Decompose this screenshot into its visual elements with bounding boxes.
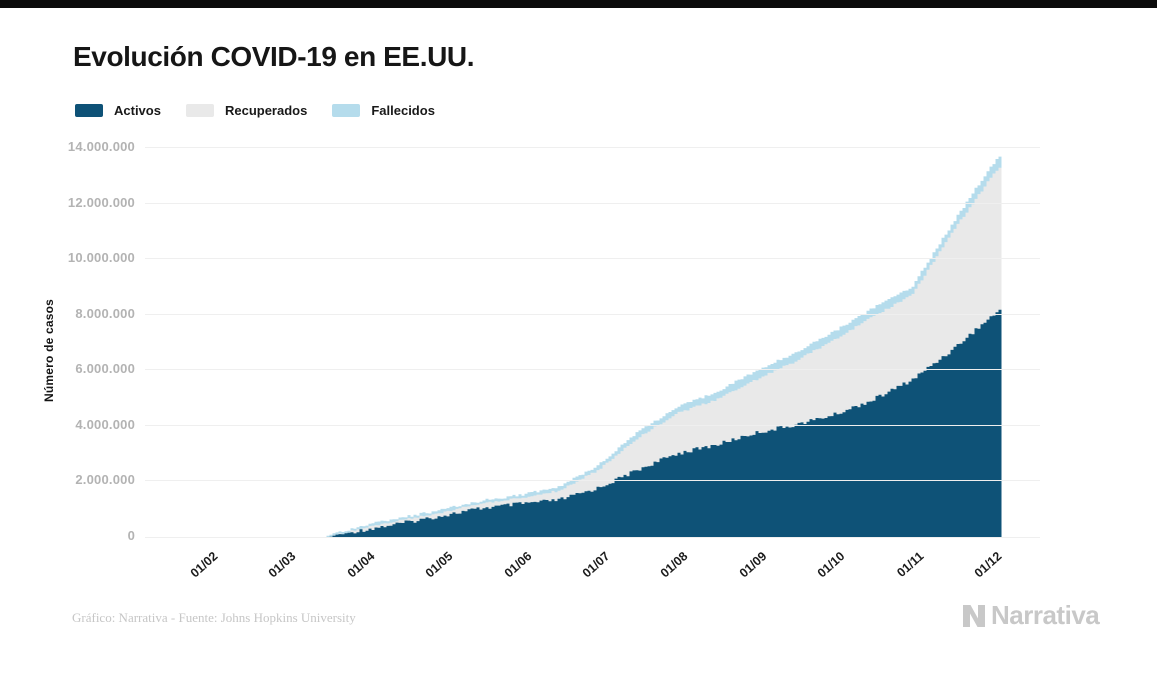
x-tick-label: 01/12 [971, 549, 1005, 581]
legend-swatch-recuperados [185, 104, 214, 117]
legend-item-activos: Activos [75, 103, 161, 118]
x-tick-label: 01/02 [187, 549, 221, 581]
y-tick-label: 4.000.000 [75, 417, 135, 432]
x-tick-label: 01/07 [579, 549, 613, 581]
x-tick-label: 01/08 [658, 549, 691, 581]
legend-label-fallecidos: Fallecidos [371, 103, 435, 118]
y-tick-label: 12.000.000 [67, 195, 135, 210]
legend-swatch-activos [75, 104, 103, 117]
y-gridline [145, 258, 1040, 259]
x-tick-label: 01/10 [814, 549, 848, 581]
chart-title: Evolución COVID-19 en EE.UU. [73, 41, 475, 72]
narrativa-logo-text: Narrativa [991, 600, 1100, 630]
y-tick-label: 14.000.000 [67, 139, 135, 154]
y-gridline [145, 147, 1040, 148]
y-tick-label: 0 [127, 528, 135, 543]
x-tick-label: 01/04 [344, 549, 378, 581]
y-gridline [145, 425, 1040, 426]
y-gridline [145, 203, 1040, 204]
legend-item-recuperados: Recuperados [185, 103, 308, 118]
x-tick-label: 01/06 [501, 549, 534, 581]
x-tick-label: 01/03 [266, 549, 299, 581]
y-tick-label: 2.000.000 [75, 472, 135, 487]
y-tick-label: 6.000.000 [75, 361, 135, 376]
x-tick-label: 01/11 [893, 549, 926, 580]
chart-legend: Activos Recuperados Fallecidos [75, 103, 435, 118]
legend-label-activos: Activos [114, 103, 161, 118]
chart-plot-area [326, 156, 1002, 537]
stacked-area-chart: 0 2.000.000 4.000.000 6.000.000 8.000.000 10.… [68, 139, 1040, 580]
source-credit: Gráfico: Narrativa - Fuente: Johns Hopki… [72, 610, 356, 625]
narrativa-logo-icon [963, 604, 985, 627]
narrativa-logo: Narrativa [962, 600, 1100, 631]
y-tick-label: 8.000.000 [75, 306, 135, 321]
top-decorative-bar [0, 0, 1157, 8]
y-tick-label: 10.000.000 [67, 250, 135, 265]
legend-label-recuperados: Recuperados [224, 103, 308, 118]
x-tick-label: 01/05 [422, 549, 456, 581]
y-gridline [145, 369, 1040, 370]
legend-swatch-fallecidos [332, 104, 361, 117]
y-gridline [145, 480, 1040, 481]
y-gridline [145, 314, 1040, 315]
x-tick-label: 01/09 [736, 549, 770, 581]
y-gridline [145, 537, 1040, 538]
y-axis-title: Número de casos [42, 298, 56, 402]
legend-item-fallecidos: Fallecidos [332, 103, 435, 118]
